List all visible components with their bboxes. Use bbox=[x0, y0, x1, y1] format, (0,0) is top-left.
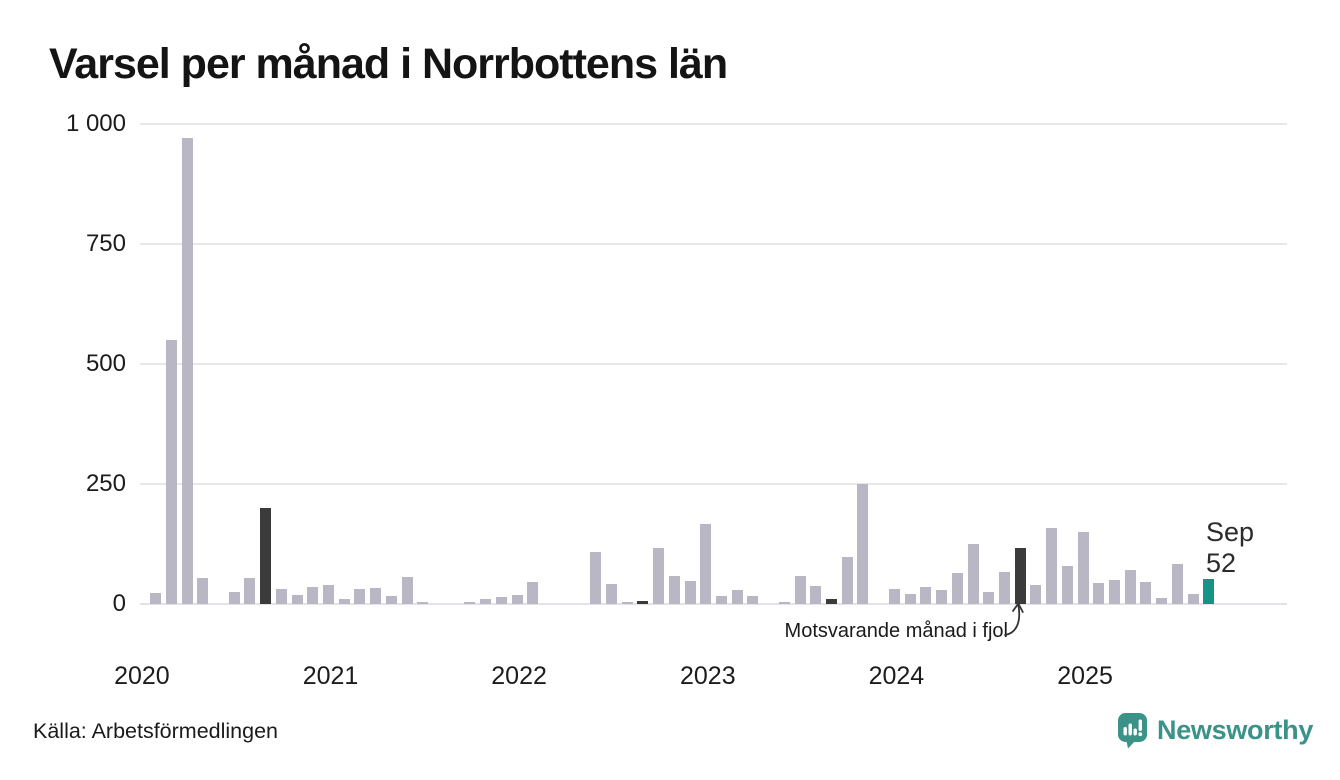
bar-2024-04 bbox=[936, 590, 948, 604]
bar-2023-09-same-month bbox=[826, 598, 838, 604]
bar-2021-11 bbox=[480, 599, 492, 604]
bar-2021-07 bbox=[417, 601, 429, 604]
bar-2023-07 bbox=[794, 575, 806, 604]
bar-2023-06 bbox=[778, 602, 790, 604]
bar-2024-11 bbox=[1046, 528, 1058, 604]
bar-2024-02 bbox=[904, 593, 916, 604]
bar-2021-06 bbox=[401, 576, 413, 604]
plot-area bbox=[140, 123, 1287, 605]
bars-container bbox=[132, 124, 1228, 604]
bar-2021-10 bbox=[464, 601, 476, 604]
bar-2025-05 bbox=[1140, 581, 1152, 604]
bar-2025-02 bbox=[1093, 582, 1105, 604]
bar-2022-01 bbox=[511, 594, 523, 604]
bar-2024-10 bbox=[1030, 584, 1042, 604]
y-tick-label: 500 bbox=[85, 350, 126, 377]
bar-2020-05 bbox=[197, 577, 209, 604]
x-tick-label-2023: 2023 bbox=[679, 662, 736, 690]
bar-2020-11 bbox=[291, 594, 303, 604]
annotation-arrow-icon bbox=[1004, 601, 1024, 636]
bar-2021-05 bbox=[385, 595, 397, 604]
brand-name: Newsworthy bbox=[1157, 715, 1314, 745]
bar-2023-03 bbox=[731, 589, 743, 604]
bar-2024-12 bbox=[1061, 565, 1073, 604]
gridline-1000 bbox=[140, 123, 1287, 125]
bar-2020-12 bbox=[307, 587, 319, 604]
bar-2021-02 bbox=[338, 598, 350, 604]
brand-footer: Newsworthy bbox=[1117, 712, 1313, 749]
bar-2022-12 bbox=[684, 581, 696, 604]
bar-2025-08 bbox=[1187, 594, 1199, 604]
bar-2020-04 bbox=[181, 138, 193, 604]
bar-2024-08 bbox=[998, 571, 1010, 604]
bar-2020-08 bbox=[244, 578, 256, 604]
bar-2023-04 bbox=[747, 595, 759, 604]
x-tick-label-2025: 2025 bbox=[1057, 662, 1113, 690]
bar-2022-08 bbox=[621, 602, 633, 604]
bar-2023-10 bbox=[841, 557, 853, 604]
bar-2025-01 bbox=[1077, 532, 1089, 604]
annotation-text: Motsvarande månad i fjol bbox=[784, 620, 1008, 642]
bar-2020-02 bbox=[150, 592, 162, 604]
bar-2021-03 bbox=[354, 589, 366, 604]
latest-value-month: Sep bbox=[1206, 517, 1255, 547]
bar-2023-01 bbox=[700, 524, 712, 604]
bar-2024-05 bbox=[951, 573, 963, 604]
bar-2021-04 bbox=[370, 588, 382, 604]
y-tick-label: 250 bbox=[85, 470, 126, 497]
x-tick-label-2021: 2021 bbox=[302, 662, 359, 690]
bar-2025-06 bbox=[1156, 597, 1168, 604]
bar-2025-03 bbox=[1109, 580, 1120, 604]
bar-2025-09-current bbox=[1203, 579, 1215, 604]
bar-2023-02 bbox=[716, 596, 727, 604]
bar-2021-01 bbox=[323, 585, 334, 604]
bar-2022-09-same-month bbox=[637, 600, 649, 604]
latest-value-number: 52 bbox=[1206, 548, 1237, 578]
bar-2024-03 bbox=[920, 586, 932, 604]
y-tick-label: 750 bbox=[85, 230, 126, 257]
y-tick-label: 0 bbox=[112, 590, 126, 617]
bar-2022-07 bbox=[605, 584, 617, 604]
bar-2023-11 bbox=[857, 484, 869, 604]
bar-2024-01 bbox=[888, 589, 900, 604]
bar-2023-08 bbox=[810, 585, 822, 604]
x-tick-label-2022: 2022 bbox=[491, 662, 547, 690]
x-tick-label-2024: 2024 bbox=[868, 662, 925, 690]
chart-title: Varsel per månad i Norrbottens län bbox=[49, 40, 728, 88]
bar-2024-07 bbox=[983, 592, 995, 604]
bar-2021-12 bbox=[495, 597, 507, 604]
bar-2025-07 bbox=[1171, 563, 1183, 604]
bar-2024-09-same-month bbox=[1014, 547, 1026, 604]
gridline-0 bbox=[140, 603, 1287, 605]
bar-2022-11 bbox=[668, 575, 680, 604]
bar-2024-06 bbox=[967, 544, 979, 604]
bar-2020-03 bbox=[165, 340, 177, 604]
x-tick-label-2020: 2020 bbox=[114, 662, 170, 690]
bar-2025-04 bbox=[1124, 569, 1136, 604]
gridline-250 bbox=[140, 483, 1287, 485]
bar-2020-07 bbox=[228, 591, 240, 604]
gridline-500 bbox=[140, 363, 1287, 365]
latest-value-label: Sep 52 bbox=[1206, 517, 1254, 579]
bar-2020-09-same-month bbox=[260, 508, 272, 604]
bar-2022-02 bbox=[527, 582, 539, 604]
bar-2020-10 bbox=[275, 589, 287, 604]
bar-2022-06 bbox=[590, 552, 602, 604]
newsworthy-logo-icon bbox=[1118, 713, 1147, 749]
bar-2022-10 bbox=[653, 547, 665, 604]
gridline-750 bbox=[140, 243, 1287, 245]
y-tick-label: 1 000 bbox=[65, 110, 126, 137]
source-note: Källa: Arbetsförmedlingen bbox=[33, 719, 279, 743]
